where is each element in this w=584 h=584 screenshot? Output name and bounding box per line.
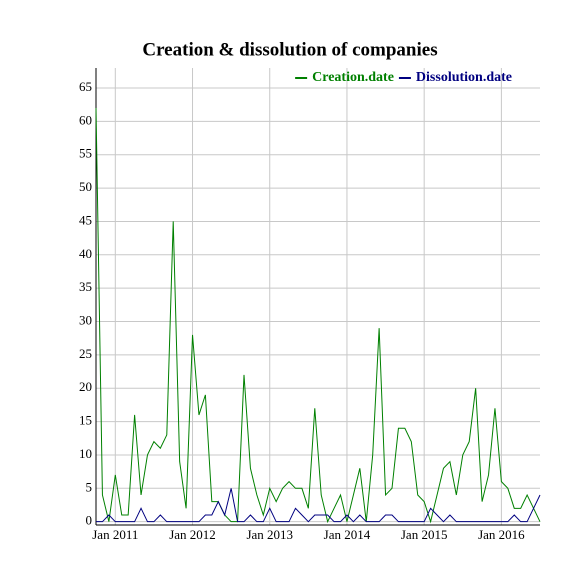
y-tick-label: 50 bbox=[79, 179, 92, 194]
y-tick-label: 65 bbox=[79, 79, 92, 94]
y-tick-label: 55 bbox=[79, 146, 92, 161]
y-tick-label: 30 bbox=[79, 313, 92, 328]
y-tick-label: 0 bbox=[86, 513, 93, 528]
legend-label: Creation.date bbox=[312, 70, 394, 85]
y-tick-label: 35 bbox=[79, 279, 92, 294]
y-tick-label: 5 bbox=[86, 479, 93, 494]
series-line bbox=[95, 108, 541, 524]
y-tick-label: 45 bbox=[79, 212, 92, 227]
y-tick-label: 10 bbox=[79, 446, 92, 461]
y-tick-label: 25 bbox=[79, 346, 92, 361]
x-tick-label: Jan 2015 bbox=[401, 527, 448, 542]
x-tick-label: Jan 2011 bbox=[92, 527, 138, 542]
y-tick-label: 20 bbox=[79, 379, 92, 394]
y-tick-label: 40 bbox=[79, 246, 92, 261]
legend-label: Dissolution.date bbox=[416, 70, 512, 85]
y-tick-label: 15 bbox=[79, 413, 92, 428]
y-tick-label: 60 bbox=[79, 112, 92, 127]
series-line bbox=[96, 488, 541, 523]
x-tick-label: Jan 2016 bbox=[478, 527, 525, 542]
chart-title: Creation & dissolution of companies bbox=[142, 39, 437, 60]
x-tick-label: Jan 2013 bbox=[246, 527, 293, 542]
x-tick-label: Jan 2014 bbox=[324, 527, 371, 542]
x-tick-label: Jan 2012 bbox=[169, 527, 216, 542]
